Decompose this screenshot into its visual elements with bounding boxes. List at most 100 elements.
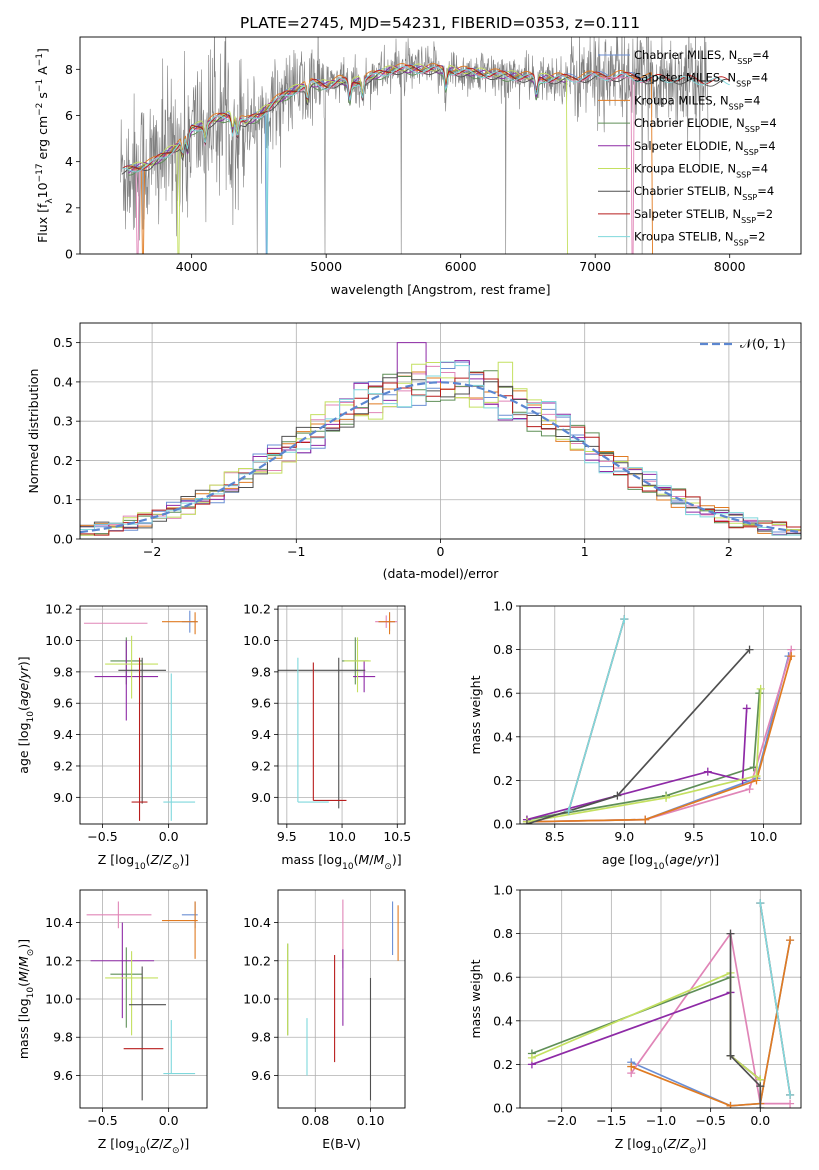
series-chabrier-stelib [522,645,754,824]
axes-frame [519,605,802,825]
point-marker [787,652,796,661]
y-axis-label: Flux [fλ10−17 erg cm−2 s−1 A−1] [35,48,55,243]
plots-group: 4000 5000 6000 7000 8000 0 2 4 6 8 wavelength [Ang… [16,36,802,1156]
y-tick-label: 9.4 [53,727,73,742]
point-kroupa-elodie [344,637,371,693]
x-tick-label: 9.5 [684,829,704,844]
legend: 𝒩(0, 1) [700,336,786,351]
y-tick-label: 0.0 [493,1101,513,1116]
model-line-kroupa-miles [128,63,653,254]
axes-frame [79,889,208,1109]
series-line [526,649,793,823]
y-tick-label: 10.2 [45,602,73,617]
axes-frame [519,889,802,1109]
y-tick-label: 2 [65,200,73,215]
y-axis-label: Normed distribution [26,369,41,494]
y-tick-label: 9.0 [251,790,271,805]
y-tick-label: 0.4 [493,1013,513,1028]
point-marker [745,645,754,654]
legend-label-salpeter-stelib: Salpeter STELIB, NSSP=2 [634,207,773,225]
x-tick-label: 0.0 [159,1113,179,1128]
axes-frame [79,322,802,540]
axis-ticks: −0.5 0.0 9.6 9.8 10.0 10.2 10.4 [45,915,178,1128]
x-tick-label: 10.0 [328,829,356,844]
x-tick-label: −1 [287,544,305,559]
x-tick-label: 7000 [579,259,611,274]
y-tick-label: 10.2 [243,953,271,968]
y-tick-label: 10.0 [45,992,73,1007]
y-axis-label: age [log10(age/yr)] [16,656,36,773]
y-tick-label: 0.0 [53,532,73,547]
spectrum-data-line [120,37,709,254]
model-line-salpeter-stelib [121,64,730,170]
point-kroupa-stelib [297,657,329,803]
point-marker [613,791,622,800]
y-tick-label: 0.1 [53,492,73,507]
plot-area [520,890,801,1108]
y-tick-label: 9.6 [53,696,73,711]
point-kroupa-stelib [163,673,196,821]
x-tick-label: 0.0 [159,829,179,844]
axes-age-vs-mass: 9.5 10.0 10.5 9.0 9.2 9.4 9.6 9.8 10.0 10.2 mass [… [243,602,411,872]
series-line [630,931,791,1105]
series-kroupa-miles [522,652,796,824]
x-axis-label: Z [log10(Z/Z⊙)] [615,1136,707,1156]
series-kroupa-elodie [527,968,765,1084]
point-marker [756,1104,765,1108]
series-kroupa-elodie [522,684,765,824]
y-tick-label: 9.4 [251,727,271,742]
series-line [567,618,626,812]
y-tick-label: 10.0 [243,633,271,648]
axes-spectrum: 4000 5000 6000 7000 8000 0 2 4 6 8 wavelength [Ang… [35,36,802,297]
y-tick-label: 8 [65,62,73,77]
axes-mass-vs-z: −0.5 0.0 9.6 9.8 10.0 10.2 10.4 Z [log10(Z/Z⊙)]… [16,889,208,1156]
point-kroupa-elodie [105,635,159,699]
point-marker [620,615,629,624]
y-tick-label: 1.0 [493,599,513,614]
point-marker [756,684,765,693]
legend-label-normal: 𝒩(0, 1) [740,336,786,351]
x-tick-label: 0 [437,544,445,559]
x-tick-label: 10.5 [383,829,411,844]
x-tick-label: 0.0 [750,1113,770,1128]
point-kroupa-miles [162,612,198,635]
point-marker [564,806,573,815]
point-marker [756,1082,765,1091]
point-salpeter-stelib [131,657,148,821]
y-tick-label: 0.3 [53,414,73,429]
y-tick-label: 9.2 [53,758,73,773]
point-salpeter-elodie [90,922,155,1019]
x-axis-label: (data-model)/error [383,566,500,581]
y-tick-label: 0.0 [493,817,513,832]
point-salpeter-stelib [312,662,347,802]
legend-label-chabrier-stelib: Chabrier STELIB, NSSP=4 [634,184,774,202]
model-line-salpeter-miles [128,66,653,254]
x-axis-label: E(B-V) [322,1136,361,1151]
point-chabrier-elodie [110,947,143,1028]
x-tick-label: −1.5 [596,1113,626,1128]
point-kroupa-elodie [105,951,159,1036]
point-salpeter-miles [86,901,152,929]
series-line [630,939,791,1107]
axis-ticks: 4000 5000 6000 7000 8000 0 2 4 6 8 [65,62,746,274]
point-marker [627,1062,636,1071]
y-tick-label: 0.2 [493,773,513,788]
point-marker [756,899,765,908]
y-tick-label: 0.8 [493,926,513,941]
grid [80,606,207,824]
point-kroupa-stelib [163,1020,196,1075]
axis-ticks: −2.0 −1.5 −1.0 −0.5 0.0 0.0 0.2 0.4 0.6 0.8 1.0 [493,883,770,1129]
x-axis-label: mass [log10(M/M⊙)] [281,852,401,872]
axis-ticks: 8.5 9.0 9.5 10.0 0.0 0.2 0.4 0.6 0.8 1.0 [493,599,777,845]
x-tick-label: 8000 [714,259,746,274]
axis-ticks: 0.08 0.10 9.6 9.8 10.0 10.2 10.4 [243,915,384,1128]
y-axis-label: mass weight [468,675,483,754]
legend: Chabrier MILES, NSSP=4 Salpeter MILES, NS… [598,48,777,247]
x-tick-label: −0.5 [695,1113,725,1128]
legend-label-salpeter-miles: Salpeter MILES, NSSP=4 [634,71,768,89]
y-tick-label: 1.0 [493,883,513,898]
x-tick-label: −0.5 [87,829,117,844]
point-marker [726,1101,735,1108]
y-tick-label: 10.4 [45,915,73,930]
axes-age-vs-z: −0.5 0.0 9.0 9.2 9.4 9.6 9.8 10.0 10.2 Z [log10(Z… [16,602,208,872]
